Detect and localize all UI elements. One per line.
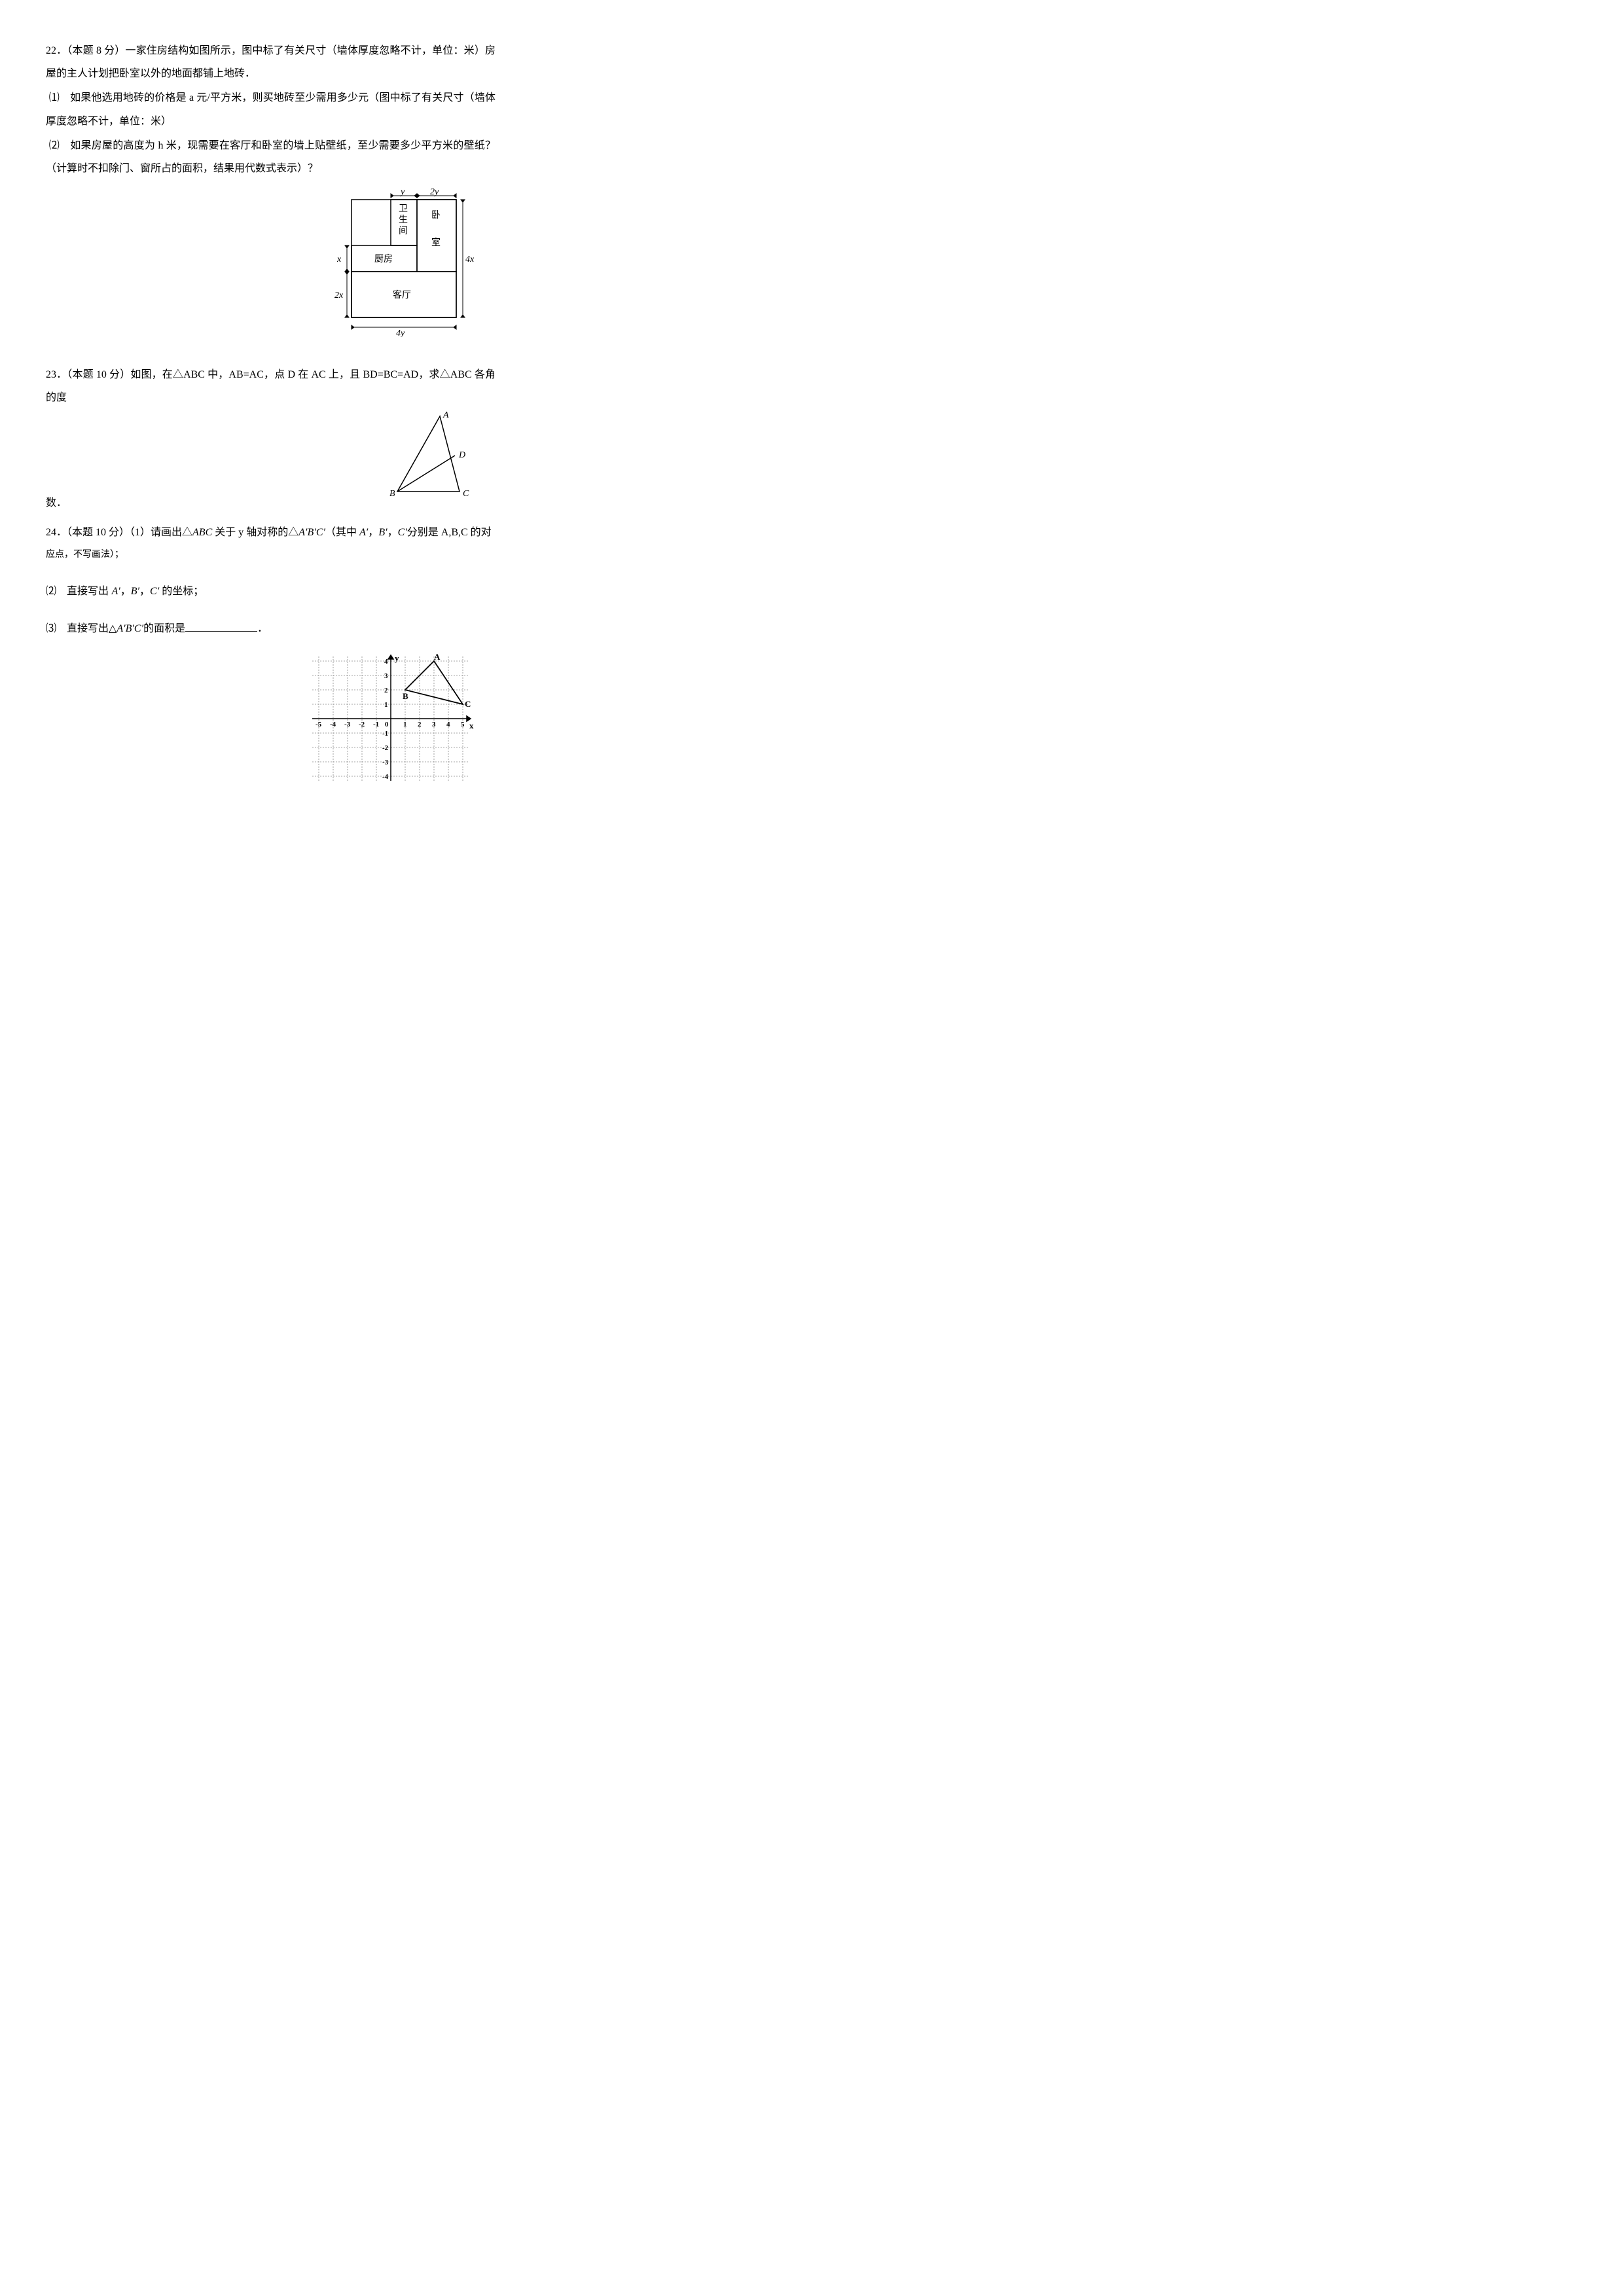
svg-text:B: B [389,489,395,499]
q24-tri-sym: △ [288,527,298,538]
svg-text:-2: -2 [382,744,389,752]
q24-sub3-tri: △ [109,623,117,634]
svg-text:B: B [403,691,408,701]
svg-text:x: x [336,255,342,264]
svg-text:4: 4 [384,658,388,666]
q24-header-mid: 关于 y 轴对称的 [212,527,288,538]
q24-cprime-4: C′ [134,623,143,634]
svg-text:4: 4 [446,721,450,728]
svg-text:-2: -2 [359,721,365,728]
svg-text:y: y [399,187,405,197]
svg-text:y: y [395,653,399,663]
svg-text:3: 3 [432,721,436,728]
svg-text:-4: -4 [382,773,389,781]
svg-text:间: 间 [399,226,408,236]
q24-sub2-pre: ⑵ 直接写出 [46,586,111,597]
q24-header-post: （其中 [325,527,359,538]
svg-text:5: 5 [461,721,465,728]
svg-text:A: A [442,410,449,420]
svg-text:-3: -3 [344,721,351,728]
svg-text:卫: 卫 [399,204,408,214]
svg-text:3: 3 [384,672,388,680]
q24-aprime-1: A′ [298,527,307,538]
house-plan-diagram: y 2y 4x x 2x 4y 卫 生 间 卧 室 厨房 客厅 [325,187,476,337]
q24-aprime-2: A′ [359,527,368,538]
triangle-abc-diagram: A B C D [384,410,476,501]
svg-text:A: A [434,653,441,662]
question-22: 22．（本题 8 分）一家住房结构如图所示，图中标了有关尺寸（墙体厚度忽略不计，… [46,39,496,337]
svg-text:4x: 4x [465,255,475,264]
q24-aprime-3: A′ [111,586,120,597]
coordinate-grid-diagram: -5 -4 -3 -2 -1 0 1 2 3 4 5 1 2 3 4 -1 -2… [306,653,476,791]
q23-diagram-container: A B C D [46,410,496,501]
q24-small-tail: 应点，不写画法）； [46,545,496,565]
svg-text:-3: -3 [382,759,389,766]
q24-sub3: ⑶ 直接写出△A′B′C′的面积是 ． [46,617,496,640]
svg-text:2: 2 [384,687,388,694]
q22-header: 22．（本题 8 分）一家住房结构如图所示，图中标了有关尺寸（墙体厚度忽略不计，… [46,39,496,85]
q24-sub3-pre: ⑶ 直接写出 [46,623,109,634]
svg-text:D: D [458,450,465,460]
q24-header: 24．（本题 10 分）（1）请画出△ABC 关于 y 轴对称的△A′B′C′（… [46,521,496,544]
svg-text:厨房: 厨房 [374,254,393,264]
question-23: 23．（本题 10 分）如图，在△ABC 中，AB=AC，点 D 在 AC 上，… [46,363,496,514]
q24-bprime-1: B′ [308,527,316,538]
svg-text:生: 生 [399,215,408,225]
q24-aprime-4: A′ [117,623,125,634]
q24-sub2-post: 的坐标； [159,586,204,597]
q24-header-pre: 24．（本题 10 分）（1）请画出△ [46,527,192,538]
q23-header: 23．（本题 10 分）如图，在△ABC 中，AB=AC，点 D 在 AC 上，… [46,363,496,409]
q24-cprime-1: C′ [316,527,325,538]
svg-text:卧: 卧 [431,210,441,221]
q24-sub3-post: 的面积是 [143,623,185,634]
q24-abc: ABC [192,527,212,538]
q24-bprime-2: B′ [378,527,387,538]
svg-text:-1: -1 [382,730,388,738]
svg-text:-4: -4 [330,721,336,728]
q24-header-end: 分别是 A,B,C 的对 [407,527,492,538]
svg-text:2x: 2x [334,291,344,300]
svg-text:室: 室 [431,237,441,248]
q24-diagram-container: -5 -4 -3 -2 -1 0 1 2 3 4 5 1 2 3 4 -1 -2… [46,653,496,791]
q24-bprime-3: B′ [131,586,139,597]
svg-text:2: 2 [418,721,422,728]
svg-text:0: 0 [385,721,389,728]
q22-sub1: ⑴ 如果他选用地砖的价格是 a 元/平方米，则买地砖至少需用多少元（图中标了有关… [46,86,496,132]
question-24: 24．（本题 10 分）（1）请画出△ABC 关于 y 轴对称的△A′B′C′（… [46,521,496,791]
q24-sub3-end: ． [257,623,268,634]
svg-text:客厅: 客厅 [393,289,411,300]
svg-text:C: C [463,489,469,499]
q24-cprime-2: C′ [398,527,407,538]
svg-text:-5: -5 [316,721,322,728]
svg-text:1: 1 [384,701,388,709]
q24-sub2: ⑵ 直接写出 A′，B′，C′ 的坐标； [46,580,496,603]
svg-text:2y: 2y [430,187,439,197]
q24-bprime-4: B′ [126,623,134,634]
svg-text:4y: 4y [396,329,405,337]
q22-sub2: ⑵ 如果房屋的高度为 h 米，现需要在客厅和卧室的墙上贴壁纸，至少需要多少平方米… [46,134,496,180]
answer-blank [185,621,257,632]
svg-text:x: x [469,721,474,730]
svg-text:-1: -1 [373,721,379,728]
q24-cprime-3: C′ [150,586,159,597]
svg-text:1: 1 [403,721,407,728]
q22-diagram-container: y 2y 4x x 2x 4y 卫 生 间 卧 室 厨房 客厅 [46,187,496,337]
svg-text:C: C [465,699,471,709]
